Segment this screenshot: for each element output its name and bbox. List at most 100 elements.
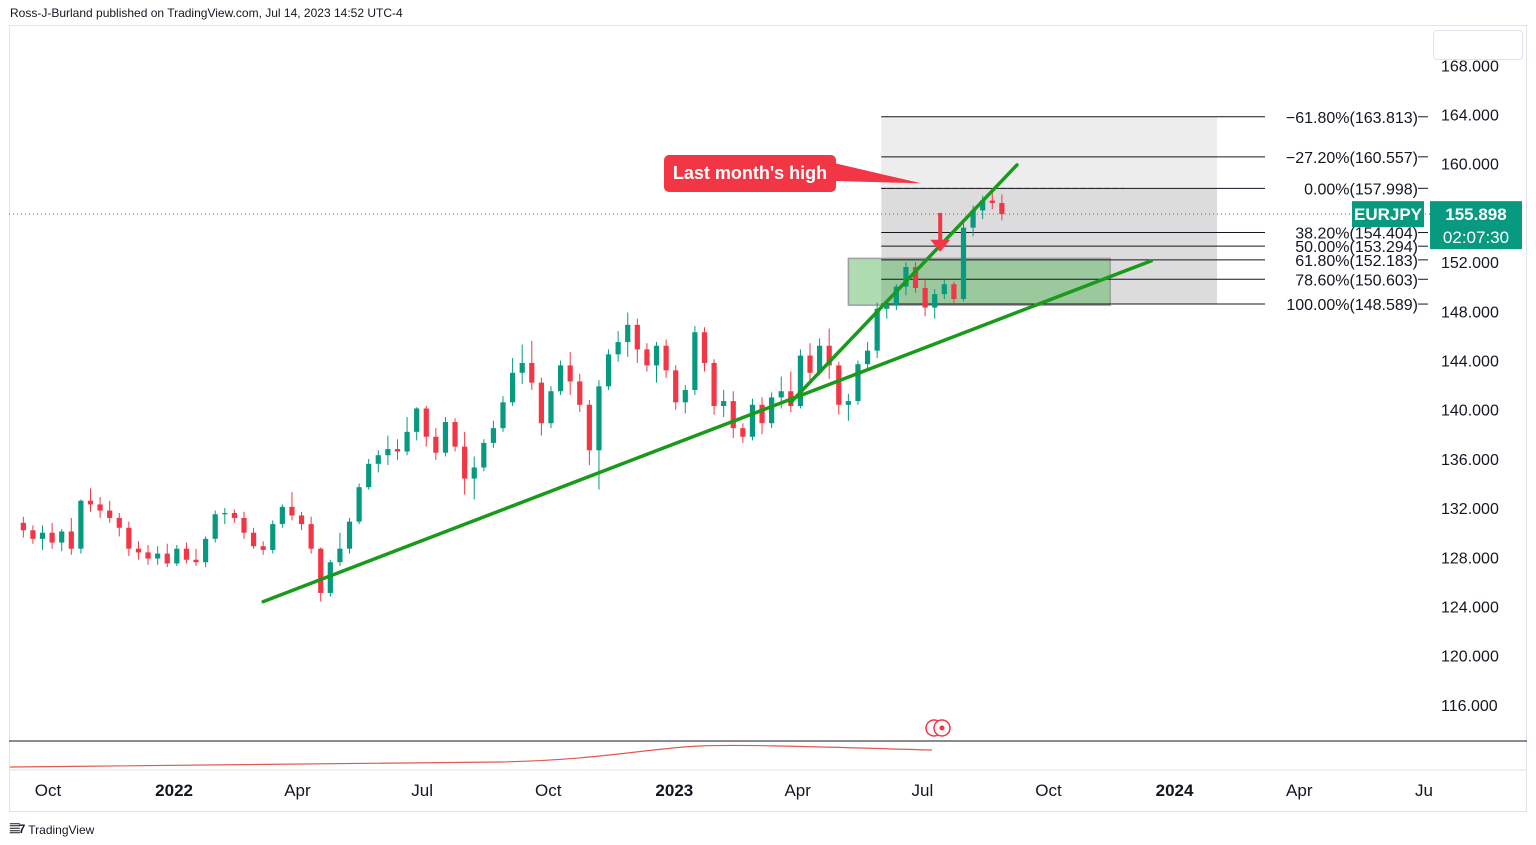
candle[interactable] <box>423 406 429 447</box>
candle[interactable] <box>385 435 391 466</box>
candle[interactable] <box>759 397 765 435</box>
candle[interactable] <box>39 525 46 550</box>
candle[interactable] <box>701 327 708 372</box>
candle[interactable] <box>836 361 842 415</box>
candle[interactable] <box>807 343 813 382</box>
candle[interactable] <box>615 330 621 362</box>
candle[interactable] <box>519 344 525 384</box>
candle[interactable] <box>922 278 928 317</box>
candle[interactable] <box>951 281 957 304</box>
candle[interactable] <box>625 312 631 357</box>
candle[interactable] <box>960 221 967 302</box>
candle[interactable] <box>318 547 324 602</box>
event-marker-icon[interactable] <box>925 719 951 737</box>
scale-settings-button[interactable] <box>1433 30 1523 60</box>
candle[interactable] <box>49 522 55 549</box>
candle[interactable] <box>135 541 142 560</box>
candle[interactable] <box>212 510 218 543</box>
candle[interactable] <box>414 407 420 441</box>
candle[interactable] <box>538 377 544 436</box>
candle[interactable] <box>375 450 381 473</box>
candle[interactable] <box>270 520 276 554</box>
candle[interactable] <box>999 194 1005 221</box>
last-month-high-callout[interactable]: Last month's high <box>664 155 922 192</box>
candle[interactable] <box>797 349 804 409</box>
candle[interactable] <box>845 393 851 421</box>
candle[interactable] <box>59 529 65 552</box>
candle[interactable] <box>893 284 899 311</box>
candle[interactable] <box>682 385 688 414</box>
candle[interactable] <box>78 499 84 554</box>
candle[interactable] <box>337 532 343 566</box>
candle[interactable] <box>903 262 909 296</box>
candle[interactable] <box>145 545 151 565</box>
candle[interactable] <box>155 546 161 565</box>
candle[interactable] <box>442 417 449 457</box>
candle[interactable] <box>116 513 122 537</box>
candle[interactable] <box>510 358 516 407</box>
candle[interactable] <box>241 511 247 539</box>
candle[interactable] <box>481 439 487 472</box>
candle[interactable] <box>308 516 314 554</box>
candle[interactable] <box>826 328 832 379</box>
candle[interactable] <box>692 326 698 395</box>
trendline[interactable] <box>261 259 1154 604</box>
candle[interactable] <box>548 386 554 429</box>
candle[interactable] <box>817 338 823 376</box>
candle[interactable] <box>433 428 439 461</box>
candle[interactable] <box>164 543 170 568</box>
candle[interactable] <box>912 262 919 293</box>
candle[interactable] <box>740 423 746 443</box>
candle[interactable] <box>260 541 266 555</box>
candle[interactable] <box>231 509 237 523</box>
candle[interactable] <box>730 391 736 438</box>
candle[interactable] <box>394 439 401 461</box>
trendline[interactable] <box>789 163 1019 405</box>
candle[interactable] <box>279 504 285 528</box>
candle[interactable] <box>20 516 26 538</box>
candle[interactable] <box>884 301 890 319</box>
candle[interactable] <box>769 392 775 429</box>
candle[interactable] <box>605 349 612 391</box>
candle[interactable] <box>183 542 190 564</box>
candle[interactable] <box>462 431 468 495</box>
candle[interactable] <box>366 458 372 490</box>
candle[interactable] <box>289 492 295 521</box>
candle[interactable] <box>87 488 94 512</box>
candle[interactable] <box>663 339 669 378</box>
candle[interactable] <box>721 390 727 418</box>
candle[interactable] <box>250 527 257 549</box>
candle[interactable] <box>864 342 871 371</box>
symbol-price-badge[interactable]: EURJPY 155.898 02:07:30 <box>1352 201 1522 250</box>
candle[interactable] <box>529 340 535 391</box>
candle[interactable] <box>97 497 103 518</box>
candle[interactable] <box>356 483 362 525</box>
candle[interactable] <box>711 359 717 415</box>
candle[interactable] <box>107 500 113 523</box>
candle[interactable] <box>68 517 74 555</box>
candle[interactable] <box>471 456 477 500</box>
candle[interactable] <box>126 521 132 557</box>
candle[interactable] <box>577 374 583 413</box>
candle[interactable] <box>500 396 506 432</box>
candle[interactable] <box>222 508 228 525</box>
candle[interactable] <box>298 511 305 531</box>
candle[interactable] <box>490 420 497 448</box>
candle[interactable] <box>174 545 180 566</box>
candle[interactable] <box>557 360 564 395</box>
candle[interactable] <box>452 418 458 452</box>
candle[interactable] <box>653 342 660 383</box>
candle[interactable] <box>673 365 679 410</box>
candle[interactable] <box>644 343 650 372</box>
candle[interactable] <box>203 536 209 568</box>
candle[interactable] <box>586 399 592 466</box>
candle[interactable] <box>749 398 756 441</box>
plot-area[interactable] <box>9 116 1430 604</box>
candle[interactable] <box>30 525 36 544</box>
candle[interactable] <box>567 351 573 395</box>
candle[interactable] <box>788 371 794 413</box>
candle[interactable] <box>193 548 199 566</box>
candle[interactable] <box>932 289 938 319</box>
candle[interactable] <box>346 517 353 554</box>
